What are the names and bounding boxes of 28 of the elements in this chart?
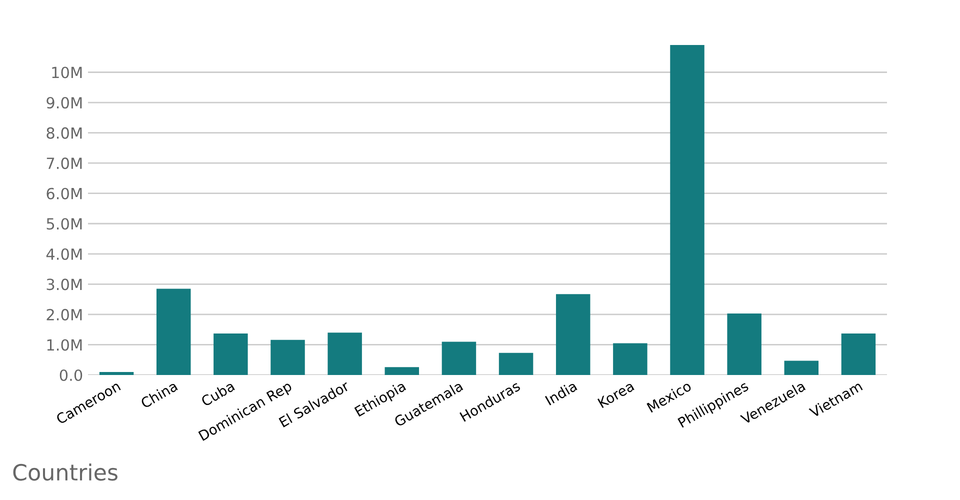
y-tick-label: 0.0 bbox=[60, 369, 82, 382]
bar bbox=[670, 45, 704, 375]
x-tick-label: China bbox=[140, 380, 178, 409]
bar bbox=[384, 367, 420, 375]
bar bbox=[270, 340, 305, 375]
bar bbox=[613, 343, 648, 375]
y-tick-label: 5.0M bbox=[46, 218, 82, 230]
bar bbox=[442, 342, 476, 375]
y-tick-label: 6.0M bbox=[46, 188, 82, 200]
y-tick-label: 3.0M bbox=[46, 278, 82, 290]
bar bbox=[328, 332, 362, 375]
bar bbox=[156, 288, 191, 375]
y-tick-label: 8.0M bbox=[46, 127, 82, 139]
y-tick-label: 2.0M bbox=[46, 308, 82, 320]
bar bbox=[214, 334, 248, 375]
y-tick-label: 4.0M bbox=[46, 248, 82, 260]
bar bbox=[727, 314, 762, 375]
y-tick-label: 1.0M bbox=[47, 339, 82, 351]
bar bbox=[99, 372, 134, 375]
x-axis-title: Countries bbox=[13, 463, 118, 481]
y-tick-label: 9.0M bbox=[46, 96, 82, 109]
bar bbox=[498, 352, 534, 375]
bar bbox=[784, 360, 819, 375]
bar bbox=[841, 334, 876, 375]
x-tick-label: India bbox=[544, 380, 578, 406]
y-tick-label: 7.0M bbox=[46, 158, 82, 170]
bar bbox=[556, 294, 590, 375]
y-tick-label: 10M bbox=[52, 66, 82, 78]
